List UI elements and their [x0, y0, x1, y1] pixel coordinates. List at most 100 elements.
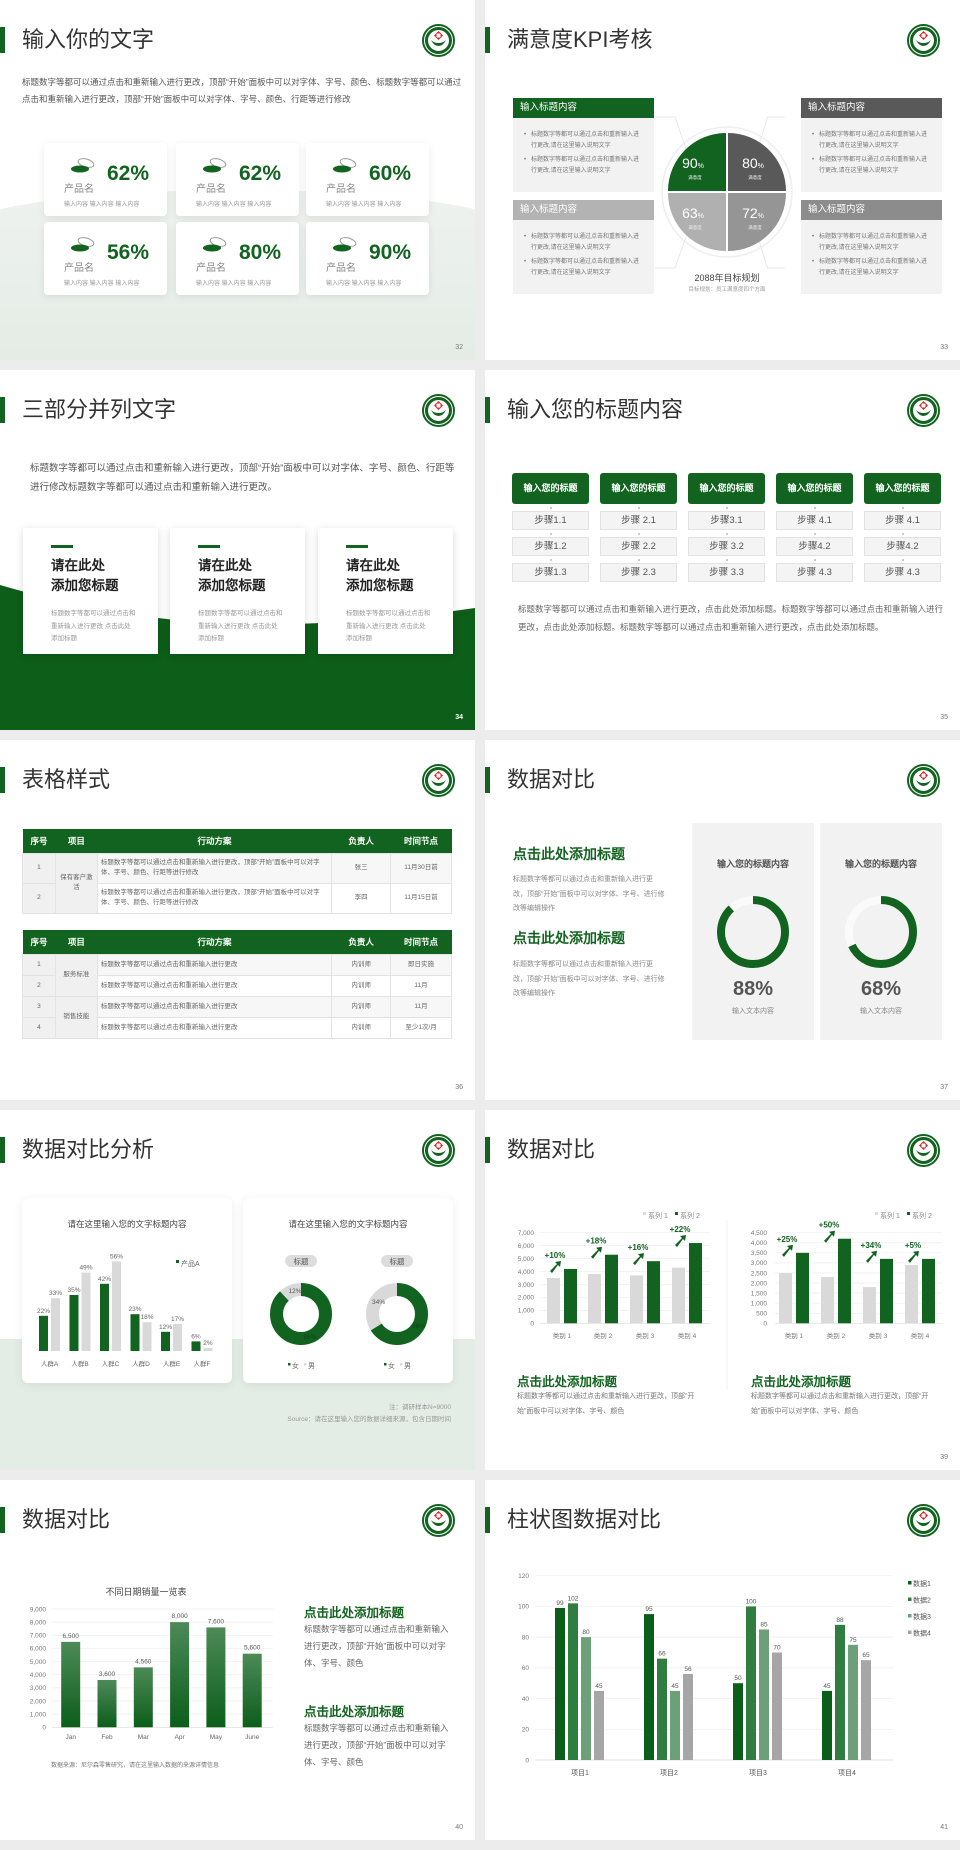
category-label: 人群B	[71, 1359, 88, 1368]
legend-swatch	[875, 1212, 878, 1215]
step-item[interactable]: 步骤 4.1	[864, 511, 941, 530]
step-item[interactable]: 步骤 3.2	[688, 537, 765, 556]
step-item[interactable]: 步骤4.2	[776, 537, 853, 556]
column-header: 输入您的标题	[688, 473, 765, 504]
section-heading[interactable]: 点击此处添加标题	[513, 846, 625, 862]
step-item[interactable]: 步骤1.3	[512, 563, 589, 582]
hospital-emblem-icon	[422, 1504, 455, 1537]
y-tick-label: 7,000	[30, 1633, 47, 1640]
intro-text: 标题数字等都可以通过点击和重新输入进行更改，顶部“开始”面板中可以对字体、字号、…	[22, 77, 462, 104]
deadline-cell: 11月15日前	[390, 882, 452, 914]
legend-swatch	[304, 1363, 307, 1366]
progress-ring	[717, 896, 789, 968]
category-label: 人群A	[41, 1359, 59, 1368]
slide-41[interactable]: 柱状图数据对比 41 0 20 40 60 80 100 120 99 102 80 45 项目1 95 66…	[485, 1480, 960, 1840]
deadline-cell: 11月	[390, 974, 452, 997]
card-title-line1: 请在此处	[51, 558, 105, 573]
legend-label: 数据3	[913, 1612, 931, 1621]
pie-quadrant	[728, 193, 786, 251]
category-label: 项目1	[571, 1769, 589, 1777]
step-item[interactable]: 步骤 4.1	[776, 511, 853, 530]
data-label: 95	[645, 1606, 653, 1613]
section-heading[interactable]: 点击此处添加标题	[517, 1375, 618, 1389]
data-label: 2%	[203, 1340, 213, 1347]
row-number: 2	[22, 882, 56, 914]
category-label: 项目3	[749, 1769, 767, 1777]
table-header-row: 序号 项目 行动方案 负责人 时间节点	[22, 829, 452, 853]
y-tick-label: 3,000	[751, 1260, 768, 1267]
growth-label: +16%	[628, 1243, 649, 1252]
card-title: 请在此处 添加您标题	[346, 556, 414, 596]
column-header: 负责人	[331, 930, 391, 954]
table-row: 4 标题数字等都可以通过点击和重新输入进行更改 内训师 至少1次/月	[22, 1016, 452, 1039]
deadline-cell: 11月30日前	[390, 852, 452, 884]
connector-dot	[726, 559, 728, 561]
bullet-text: 标题数字等都可以通过点击和重新输入进行更改,请在这里输入说明文字	[524, 257, 644, 278]
legend-label: 系列 1	[880, 1211, 900, 1220]
bullet-text: 标题数字等都可以通过点击和重新输入进行更改,请在这里输入说明文字	[524, 232, 644, 253]
growth-arrow-icon	[866, 1250, 877, 1263]
slide-36[interactable]: 表格样式 36 序号 项目 行动方案 负责人 时间节点 1 保有客户激活 标题数字等都可以通过点击…	[0, 740, 475, 1100]
step-item[interactable]: 步骤 4.3	[864, 563, 941, 582]
progress-ring	[845, 896, 917, 968]
slide-35[interactable]: 输入您的标题内容 35 输入您的标题 步骤1.1 步骤1.2 步骤1.3 输入您的标题 步骤 …	[485, 370, 960, 730]
data-label: 7,600	[208, 1618, 225, 1625]
bar	[657, 1658, 667, 1760]
y-tick-label: 2,500	[751, 1270, 768, 1277]
step-item[interactable]: 步骤1.1	[512, 511, 589, 530]
section-text: 标题数字等都可以通过点击和重新输入进行更改，顶部“开始”面板中可以对字体、字号、…	[513, 876, 665, 912]
section-heading[interactable]: 点击此处添加标题	[304, 1606, 405, 1620]
step-item[interactable]: 步骤 3.3	[688, 563, 765, 582]
owner-cell: 内训师	[331, 953, 392, 976]
legend-label: 系列 2	[680, 1211, 700, 1220]
data-label: 45	[823, 1683, 831, 1690]
growth-arrow-icon	[675, 1235, 686, 1248]
step-item[interactable]: 步骤 2.3	[600, 563, 677, 582]
step-item[interactable]: 步骤 2.1	[600, 511, 677, 530]
slide-37[interactable]: 数据对比 37 点击此处添加标题 标题数字等都可以通过点击和重新输入进行更改，顶部“开…	[485, 740, 960, 1100]
step-item[interactable]: 步骤4.2	[864, 537, 941, 556]
y-tick-label: 0	[42, 1725, 46, 1732]
category-label: 人群D	[132, 1359, 150, 1368]
connector-dot	[902, 533, 904, 535]
product-desc: 输入内容 输入内容 输入内容	[64, 202, 140, 208]
slide-34[interactable]: 三部分并列文字 34 标题数字等都可以通过点击和重新输入进行更改，顶部“开始”面板中…	[0, 370, 475, 730]
section-heading[interactable]: 点击此处添加标题	[513, 930, 625, 946]
quadrant-number: 80	[742, 155, 758, 171]
category-label: 人群F	[194, 1359, 211, 1368]
hospital-emblem-icon	[422, 394, 455, 427]
slide-39[interactable]: 数据对比 39 0 1,000 2,000 3,000 4,000 5,000 6,000 7,0…	[485, 1110, 960, 1470]
data-label: 85	[760, 1621, 768, 1628]
bar	[746, 1606, 756, 1760]
product-percent: 60%	[369, 162, 412, 185]
y-tick-label: 0	[763, 1321, 767, 1328]
y-tick-label: 3,000	[518, 1282, 535, 1289]
data-label: 49%	[79, 1265, 92, 1272]
slide-38[interactable]: 数据对比分析38请在这里输入您的文字标题内容请在这里输入您的文字标题内容22%3…	[0, 1110, 475, 1470]
slide-33[interactable]: 满意度KPI考核33输入标题内容标题数字等都可以通过点击和重新输入进行更改,请在…	[485, 0, 960, 360]
step-item[interactable]: 步骤1.2	[512, 537, 589, 556]
y-tick-label: 1,500	[751, 1290, 768, 1297]
slide-title: 数据对比	[22, 1507, 111, 1532]
y-tick-label: 6,000	[518, 1243, 535, 1250]
section-heading[interactable]: 点击此处添加标题	[751, 1375, 852, 1389]
product-name: 产品名	[64, 184, 94, 195]
slide-title: 满意度KPI考核	[507, 27, 653, 52]
category-label: Apr	[175, 1734, 186, 1741]
step-item[interactable]: 步骤 4.3	[776, 563, 853, 582]
kpi-box-heading: 输入标题内容	[513, 98, 654, 118]
slide-40[interactable]: 数据对比 40 不同日期销量一览表 0 1,000 2,000 3,000 4,000 5,00…	[0, 1480, 475, 1840]
slide-32[interactable]: 输入你的文字 32 标题数字等都可以通过点击和重新输入进行更改，顶部“开始”面板中可…	[0, 0, 475, 360]
title-accent-bar	[485, 27, 490, 53]
step-item[interactable]: 步骤 2.2	[600, 537, 677, 556]
bullet-text: 标题数字等都可以通过点击和重新输入进行更改,请在这里输入说明文字	[812, 257, 932, 278]
action-plan-cell: 标题数字等都可以通过点击和重新输入进行更改	[96, 974, 333, 997]
category-label: 类别 2	[827, 1331, 846, 1340]
step-item[interactable]: 步骤3.1	[688, 511, 765, 530]
category-label: Jan	[65, 1734, 76, 1741]
owner-cell: 张三	[331, 852, 392, 884]
bar	[733, 1683, 743, 1760]
bar	[170, 1622, 190, 1728]
bar-series-1	[779, 1272, 792, 1324]
section-heading[interactable]: 点击此处添加标题	[304, 1705, 405, 1719]
